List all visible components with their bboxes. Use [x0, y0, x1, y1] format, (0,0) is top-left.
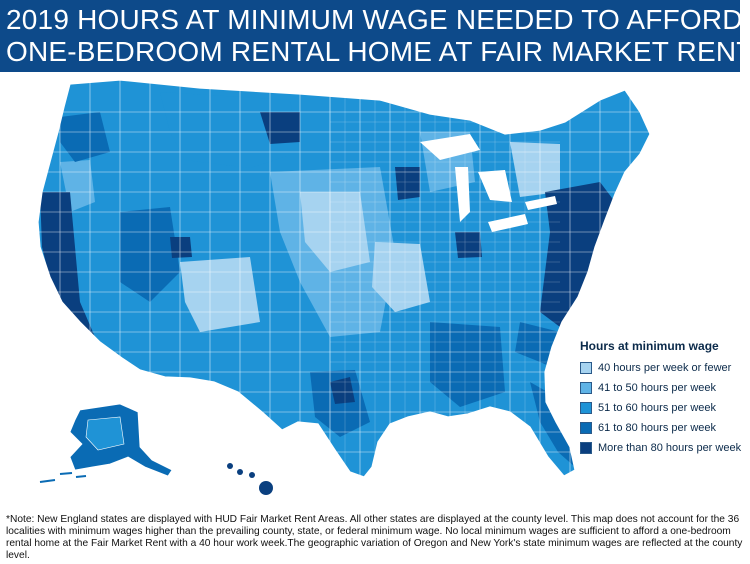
legend-label: 51 to 60 hours per week	[598, 401, 717, 414]
us-map-svg	[37, 79, 651, 495]
legend-label: 61 to 80 hours per week	[598, 421, 717, 434]
legend-swatch	[580, 441, 592, 454]
choropleth-map	[0, 72, 750, 512]
map-title-line-2: ONE-BEDROOM RENTAL HOME AT FAIR MARKET R…	[6, 36, 750, 67]
legend-label: 40 hours per week or fewer	[598, 361, 732, 374]
legend-item: 41 to 50 hours per week	[580, 379, 746, 396]
legend-swatch	[580, 421, 592, 434]
footnote: *Note: New England states are displayed …	[6, 514, 743, 561]
legend-item: 51 to 60 hours per week	[580, 399, 746, 416]
legend-swatch	[580, 401, 592, 414]
us-outline	[37, 79, 651, 478]
alaska	[39, 403, 173, 483]
legend-swatch	[580, 381, 592, 394]
map-title-line-1: 2019 HOURS AT MINIMUM WAGE NEEDED TO AFF…	[6, 4, 750, 35]
title-banner: 2019 HOURS AT MINIMUM WAGE NEEDED TO AFF…	[0, 0, 750, 72]
legend-label: More than 80 hours per week	[598, 441, 742, 454]
hawaii	[227, 463, 273, 495]
legend-item: 61 to 80 hours per week	[580, 419, 746, 436]
legend-item: 40 hours per week or fewer	[580, 359, 746, 376]
legend-label: 41 to 50 hours per week	[598, 381, 717, 394]
legend-item: More than 80 hours per week	[580, 439, 746, 456]
legend-title: Hours at minimum wage	[580, 339, 719, 353]
map-legend: Hours at minimum wage 40 hours per week …	[580, 339, 746, 459]
legend-swatch	[580, 361, 592, 374]
